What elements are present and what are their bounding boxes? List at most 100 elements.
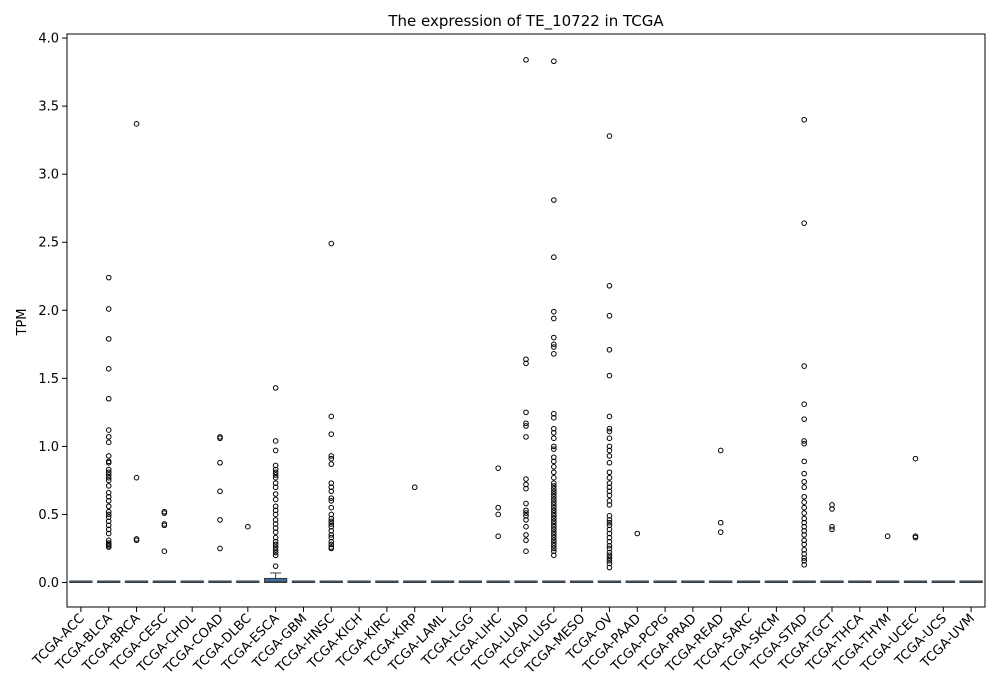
outlier-point <box>328 545 335 552</box>
outlier-point <box>105 493 112 500</box>
outlier-point <box>523 57 529 63</box>
outlier-point <box>606 484 613 491</box>
outlier-point <box>551 491 557 497</box>
outlier-point <box>523 485 529 492</box>
outlier-point <box>551 540 557 546</box>
outlier-point <box>523 356 529 363</box>
outlier-point <box>551 534 557 541</box>
outlier-point <box>105 526 112 533</box>
outlier-point <box>801 515 807 522</box>
outlier-point <box>551 496 557 503</box>
outlier-point <box>272 472 279 478</box>
x-axis: TCGA-ACCTCGA-BLCATCGA-BRCATCGA-CESCTCGA-… <box>30 607 978 677</box>
outlier-point <box>328 413 335 420</box>
outlier-point <box>606 425 613 432</box>
outlier-point <box>551 537 557 544</box>
outlier-point <box>606 133 613 139</box>
outlier-point <box>551 197 557 203</box>
outlier-point <box>606 549 613 556</box>
outlier-point <box>105 336 112 342</box>
outlier-point <box>523 500 529 507</box>
box-tcga-chol <box>180 580 204 584</box>
outlier-point <box>606 312 613 319</box>
outlier-point <box>133 121 140 127</box>
outlier-point <box>606 526 613 533</box>
outlier-point <box>328 523 335 530</box>
box-tcga-thca <box>848 580 872 584</box>
outlier-point <box>801 401 807 408</box>
outlier-point <box>606 413 613 420</box>
outlier-point <box>606 474 613 481</box>
outlier-point <box>523 423 529 429</box>
outlier-point <box>272 491 279 497</box>
outlier-point <box>272 447 279 454</box>
outlier-point <box>551 502 557 508</box>
box-tcga-lihc <box>486 465 510 584</box>
outlier-point <box>105 306 112 312</box>
y-tick-label: 3.5 <box>38 100 59 115</box>
outlier-point <box>606 560 613 567</box>
outlier-point <box>551 58 557 65</box>
box-tcga-prad <box>681 580 705 584</box>
outlier-point <box>217 488 223 495</box>
outlier-point <box>829 502 835 508</box>
outlier-point <box>328 534 335 541</box>
outlier-point <box>606 502 613 508</box>
outlier-point <box>523 537 529 544</box>
outlier-point <box>523 476 529 482</box>
outlier-point <box>411 484 418 491</box>
outlier-point <box>829 526 835 533</box>
box-tcga-brca <box>124 121 149 584</box>
outlier-point <box>606 519 613 526</box>
outlier-point <box>105 427 112 433</box>
outlier-point <box>551 532 557 538</box>
plot-area <box>69 57 983 584</box>
box-tcga-lgg <box>458 580 482 584</box>
outlier-point <box>105 434 112 440</box>
outlier-point <box>272 547 279 553</box>
outlier-point <box>606 555 613 561</box>
y-axis-label: TPM <box>15 309 30 337</box>
outlier-point <box>606 435 613 442</box>
outlier-point <box>523 481 529 488</box>
outlier-point <box>606 513 613 519</box>
outlier-point <box>551 446 557 452</box>
outlier-point <box>328 495 335 501</box>
chart-title: The expression of TE_10722 in TCGA <box>387 12 664 31</box>
outlier-point <box>105 469 112 476</box>
outlier-point <box>217 545 223 552</box>
outlier-point <box>272 552 279 559</box>
outlier-point <box>717 529 724 535</box>
outlier-point <box>606 488 613 495</box>
outlier-point <box>606 480 613 486</box>
outlier-point <box>801 537 807 544</box>
outlier-point <box>912 534 919 541</box>
outlier-point <box>272 511 279 518</box>
outlier-point <box>133 537 140 544</box>
box-tcga-acc <box>69 580 93 584</box>
outlier-point <box>801 510 807 516</box>
outlier-point <box>606 530 613 537</box>
outlier-point <box>328 488 335 495</box>
outlier-point <box>523 513 529 519</box>
outlier-point <box>551 469 557 476</box>
y-tick-label: 3.0 <box>38 168 59 183</box>
outlier-point <box>523 434 529 440</box>
outlier-point <box>105 522 112 529</box>
outlier-point <box>801 499 807 505</box>
outlier-point <box>606 564 613 571</box>
outlier-point <box>217 459 223 466</box>
outlier-point <box>328 498 335 504</box>
outlier-point <box>912 455 919 462</box>
outlier-point <box>328 527 335 534</box>
outlier-point <box>272 563 279 569</box>
outlier-point <box>606 282 613 289</box>
outlier-point <box>606 522 613 529</box>
outlier-point <box>551 545 557 552</box>
outlier-point <box>495 533 501 540</box>
outlier-point <box>606 492 613 499</box>
outlier-point <box>272 549 279 556</box>
outlier-point <box>105 544 112 550</box>
outlier-point <box>801 523 807 530</box>
